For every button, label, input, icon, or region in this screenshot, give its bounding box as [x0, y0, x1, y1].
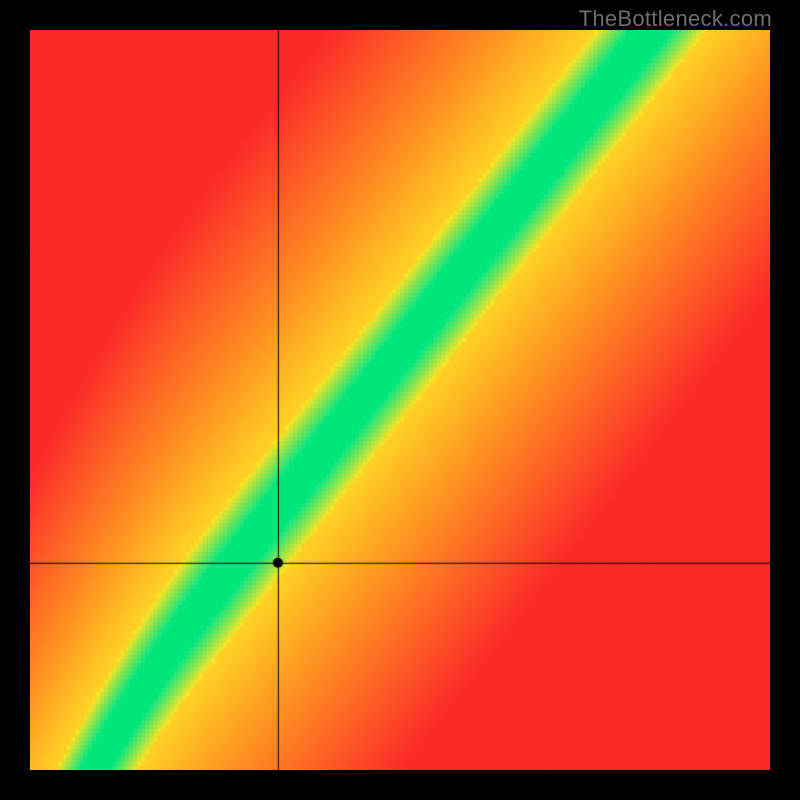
watermark-text: TheBottleneck.com [579, 6, 772, 32]
chart-frame: TheBottleneck.com [0, 0, 800, 800]
bottleneck-heatmap [30, 30, 770, 770]
